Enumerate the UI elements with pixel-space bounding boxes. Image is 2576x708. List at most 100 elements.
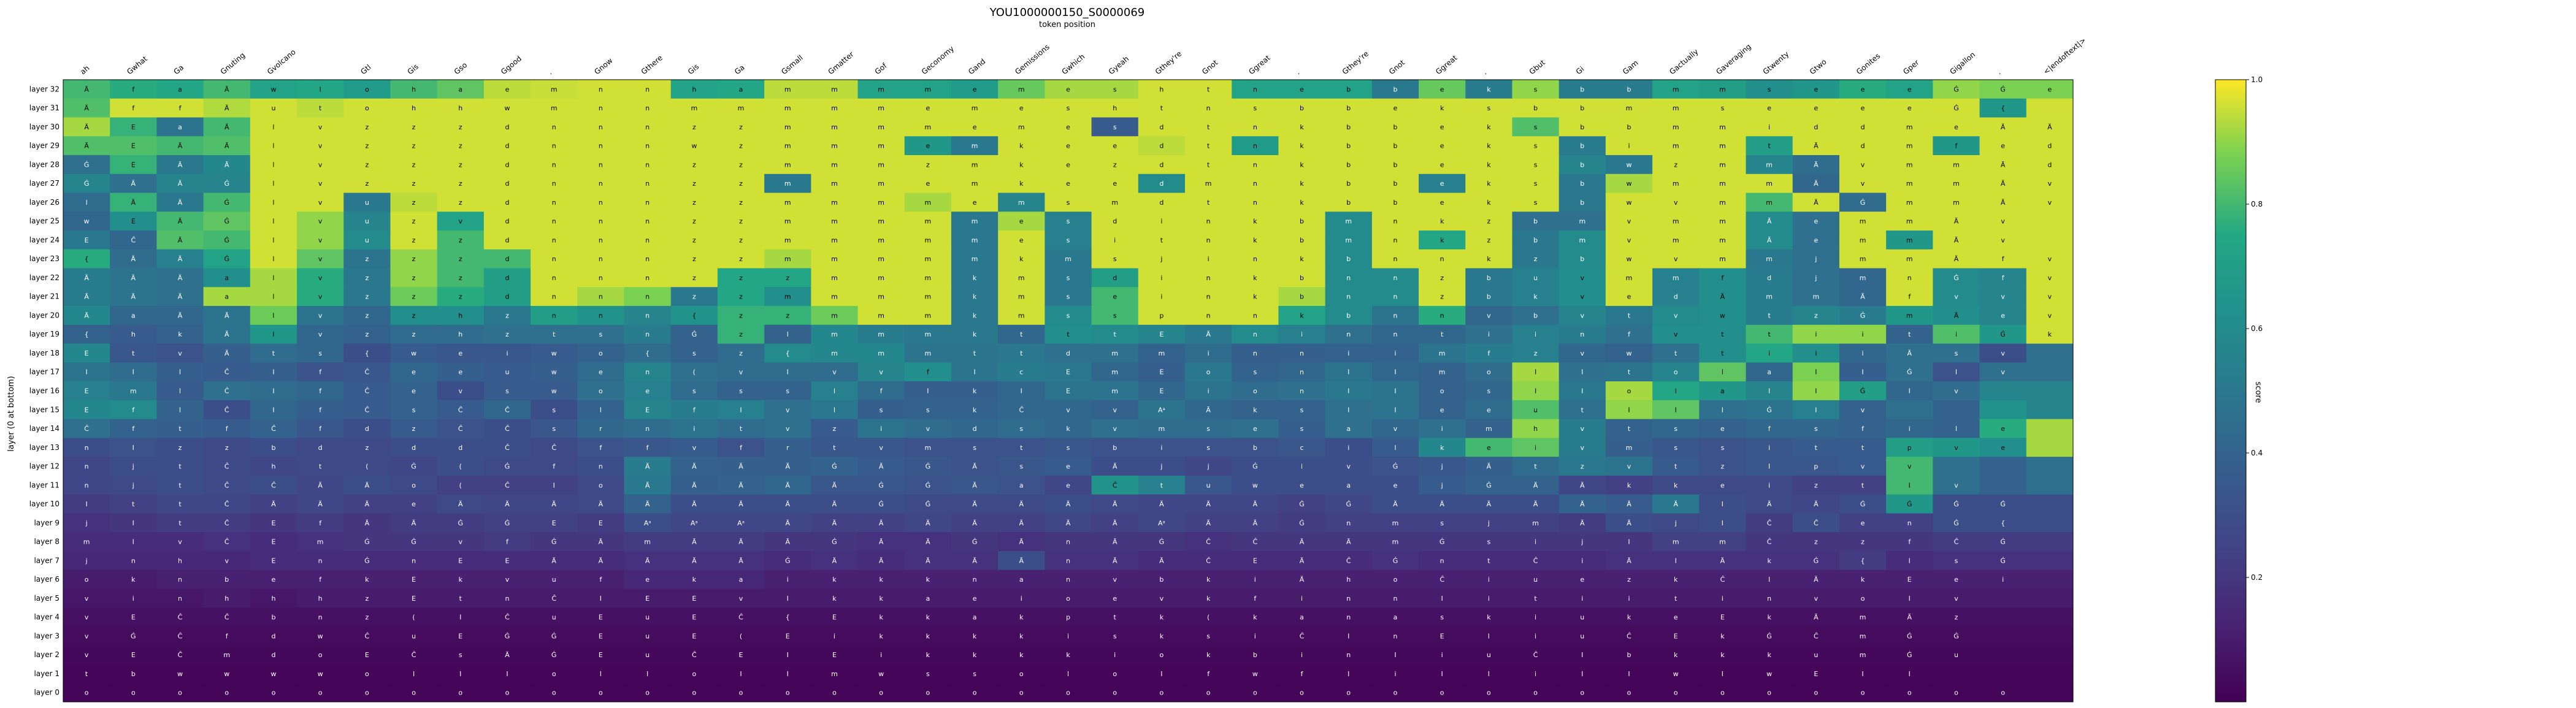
heatmap-cell-label: m [1439, 368, 1446, 376]
heatmap-cell-label: Ġ [551, 651, 557, 659]
heatmap-cell-label: i [880, 651, 882, 659]
heatmap-cell [297, 362, 344, 382]
heatmap-cell-label: o [1487, 368, 1491, 376]
heatmap-cell [577, 324, 625, 344]
heatmap-cell-label: o [85, 689, 89, 697]
heatmap-cell-label: v [1581, 293, 1585, 301]
heatmap-cell-label: n [599, 85, 603, 93]
heatmap-cell-label: Ä [84, 123, 89, 131]
heatmap-cell [1933, 306, 1980, 325]
heatmap-cell [1278, 324, 1326, 344]
heatmap-cell [1465, 192, 1512, 212]
heatmap-cell-label: v [85, 614, 89, 622]
heatmap-cell-label: m [738, 104, 745, 112]
heatmap-cell [1699, 381, 1747, 401]
heatmap-cell [531, 249, 578, 269]
heatmap-cell-label: v [1066, 406, 1070, 414]
heatmap-cell-label: e [412, 368, 416, 376]
heatmap-cell-label: b [1533, 218, 1538, 226]
heatmap-cell [203, 173, 251, 194]
heatmap-cell-label: u [1814, 651, 1818, 659]
heatmap-cell-label: n [1346, 651, 1351, 659]
heatmap-cell-label: v [1581, 274, 1585, 282]
heatmap-cell [1278, 400, 1326, 420]
heatmap-cell-label: I [1955, 368, 1957, 376]
heatmap-cell-label: e [2001, 142, 2005, 150]
heatmap-cell-label: Ä [1019, 557, 1024, 565]
heatmap-cell [63, 343, 110, 363]
heatmap-cell-label: m [1906, 311, 1913, 319]
heatmap-cell-label: k [1206, 651, 1211, 659]
heatmap-cell [717, 381, 765, 401]
heatmap-cell [998, 287, 1045, 306]
x-tick-label: Gmatter [826, 50, 855, 76]
heatmap-cell-label: o [1253, 387, 1257, 395]
heatmap-cell [1091, 362, 1139, 382]
heatmap-cell [998, 98, 1045, 118]
heatmap-cell [110, 381, 157, 401]
heatmap-cell-label: o [1814, 689, 1818, 697]
heatmap-cell [1512, 117, 1560, 137]
heatmap-cell-label: Ä [1206, 500, 1211, 508]
heatmap-cell [483, 117, 531, 137]
heatmap-cell-label: k [1160, 614, 1164, 622]
heatmap-cell [110, 98, 157, 118]
heatmap-cell-label: m [1018, 123, 1025, 131]
heatmap-cell-label: h [1159, 85, 1163, 93]
heatmap-cell-label: b [1346, 142, 1351, 150]
heatmap-cell-label: ( [459, 481, 462, 489]
heatmap-cell [531, 173, 578, 194]
heatmap-cell-label: e [1440, 199, 1444, 207]
heatmap-cell [1512, 173, 1560, 194]
heatmap-cell-label: e [1300, 481, 1304, 489]
heatmap-cell [670, 400, 718, 420]
heatmap-cell-label: I [132, 519, 134, 527]
heatmap-cell-label: o [832, 689, 837, 697]
heatmap-cell-label: I [834, 387, 835, 395]
heatmap-cell-label: m [1673, 104, 1679, 112]
heatmap-cell-label: v [739, 595, 743, 603]
heatmap-cell-label: Ä [879, 538, 884, 546]
x-tick-label: Gtl [359, 63, 372, 76]
heatmap-cell-label: Aᵃ [1158, 519, 1165, 527]
heatmap-cell-label: v [505, 576, 510, 584]
x-tick-label: Gand [967, 57, 987, 76]
heatmap-cell [1045, 268, 1092, 287]
heatmap-cell [1886, 192, 1933, 212]
heatmap-cell-label: t [1768, 142, 1771, 150]
heatmap-cell [203, 136, 251, 156]
heatmap-cell-label: Ä [1767, 236, 1772, 244]
heatmap-cell-label: z [1721, 463, 1725, 471]
heatmap-cell-label: v [318, 311, 323, 319]
heatmap-cell [624, 287, 672, 306]
heatmap-cell-label: Ĉ [551, 444, 556, 452]
heatmap-cell-label: ( [1207, 614, 1209, 622]
heatmap-cell-label: v [1581, 444, 1585, 452]
heatmap-cell [1746, 324, 1793, 344]
heatmap-cell-label: I [1909, 595, 1911, 603]
heatmap-cell [717, 324, 765, 344]
heatmap-cell-label: z [1113, 161, 1117, 169]
colorbar-tick-label: 1.0 [2251, 75, 2263, 84]
heatmap-cell [1512, 381, 1560, 401]
y-tick-label: layer 23 [29, 254, 59, 263]
heatmap-cell-label: v [879, 444, 883, 452]
heatmap-cell [998, 400, 1045, 420]
heatmap-cell-label: o [505, 689, 510, 697]
heatmap-cell [1839, 306, 1887, 325]
heatmap-cell-label: k [1300, 311, 1304, 319]
heatmap-cell [811, 381, 859, 401]
heatmap-cell [1232, 117, 1279, 137]
heatmap-cell-label: t [1487, 557, 1490, 565]
heatmap-cell-label: v [1954, 293, 1958, 301]
heatmap-cell-label: v [1627, 463, 1631, 471]
heatmap-cell-label: m [1766, 180, 1773, 188]
heatmap-cell-label: e [1440, 123, 1444, 131]
heatmap-cell-label: i [1628, 595, 1630, 603]
heatmap-cell [63, 324, 110, 344]
heatmap-cell [1045, 362, 1092, 382]
heatmap-cell-label: z [692, 123, 696, 131]
heatmap-cell-label: d [1159, 123, 1163, 131]
heatmap-cell-label: o [926, 689, 930, 697]
heatmap-cell-label: I [1768, 576, 1770, 584]
